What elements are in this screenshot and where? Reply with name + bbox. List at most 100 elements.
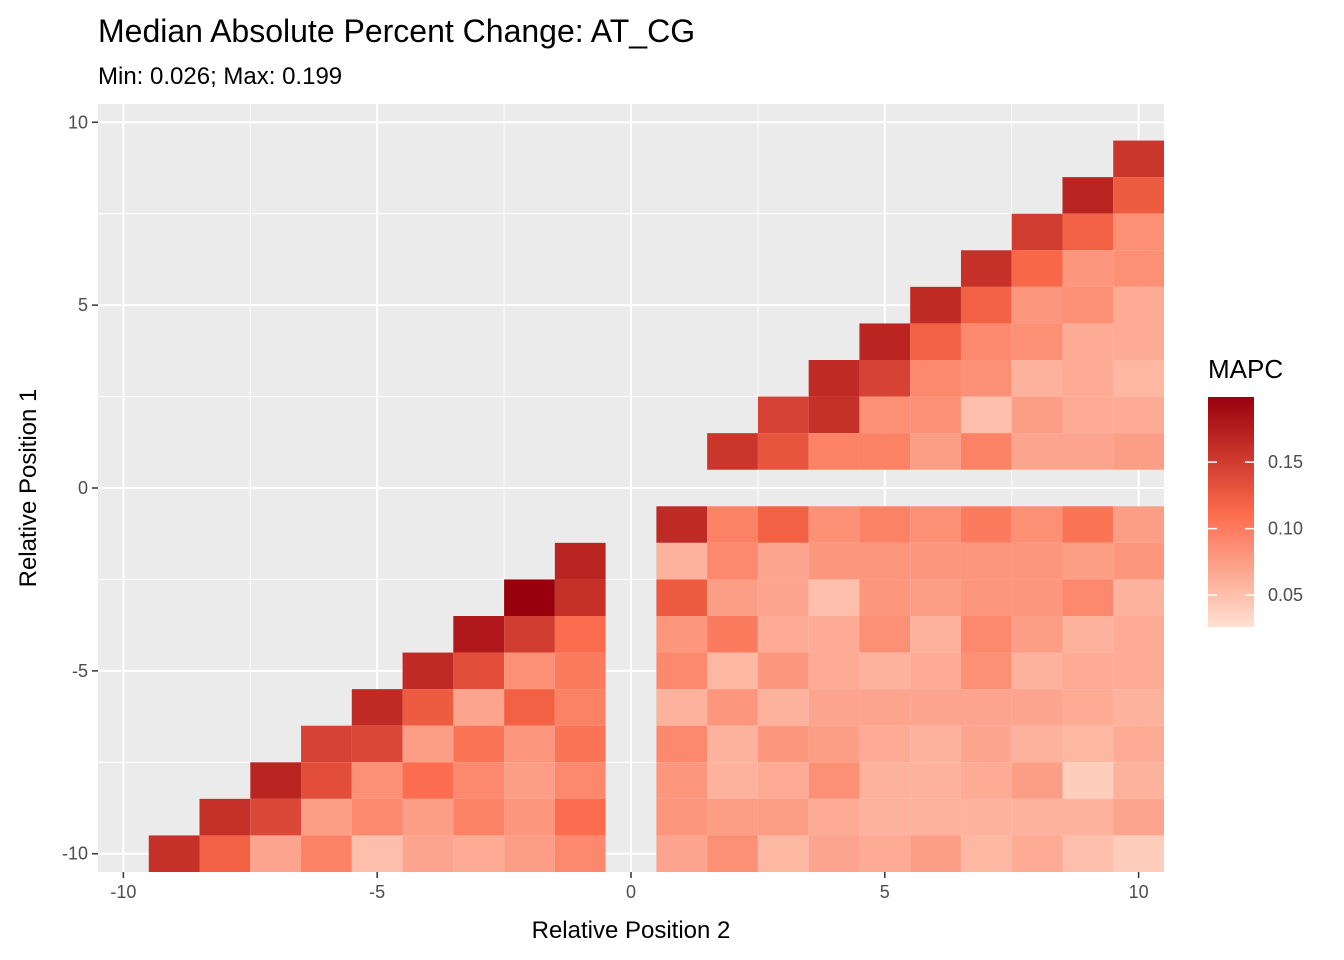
heatmap-tile (351, 835, 403, 872)
heatmap-tile (859, 652, 911, 690)
heatmap-tile (250, 762, 302, 799)
heatmap-tile (199, 798, 251, 836)
heatmap-tile (1011, 396, 1063, 434)
heatmap-tile (910, 506, 961, 543)
legend-colorbar (1208, 397, 1254, 627)
heatmap-tile (960, 652, 1012, 690)
heatmap-tile (1062, 323, 1114, 360)
heatmap-tile (1113, 140, 1164, 178)
x-tick-label: 5 (880, 882, 890, 902)
heatmap-tile (656, 652, 708, 690)
heatmap-tile (656, 798, 708, 836)
y-tick-label: 10 (68, 112, 88, 132)
heatmap-tile (808, 725, 860, 763)
legend-title: MAPC (1208, 354, 1283, 384)
heatmap-tile (707, 542, 758, 580)
heatmap-tile (707, 616, 758, 653)
heatmap-tile (960, 725, 1012, 763)
heatmap-tile (910, 762, 961, 799)
heatmap-tile (910, 652, 961, 690)
y-tick-label: -10 (62, 844, 88, 864)
heatmap-tile (960, 579, 1012, 616)
heatmap-tile (910, 286, 961, 324)
heatmap-tile (757, 689, 809, 726)
heatmap-tile (1062, 286, 1114, 324)
heatmap-tile (707, 835, 758, 872)
heatmap-tile (554, 542, 606, 580)
heatmap-tile (757, 652, 809, 690)
heatmap-tile (910, 360, 961, 397)
heatmap-tile (910, 542, 961, 580)
heatmap-tile (1113, 323, 1164, 360)
heatmap-tile (301, 725, 352, 763)
heatmap-tile (1113, 177, 1164, 214)
heatmap-tile (504, 725, 555, 763)
heatmap-tile (960, 360, 1012, 397)
heatmap-tile (757, 433, 809, 470)
heatmap-tile (1062, 250, 1114, 287)
heatmap-tile (707, 652, 758, 690)
legend-tick-label: 0.10 (1268, 519, 1303, 539)
heatmap-tiles (148, 140, 1164, 872)
heatmap-tile (808, 616, 860, 653)
legend-tick-label: 0.15 (1268, 452, 1303, 472)
heatmap-tile (859, 360, 911, 397)
heatmap-tile (1113, 396, 1164, 434)
heatmap-tile (808, 433, 860, 470)
heatmap-tile (1113, 762, 1164, 799)
heatmap-tile (960, 542, 1012, 580)
heatmap-tile (656, 616, 708, 653)
heatmap-tile (859, 396, 911, 434)
heatmap-tile (1113, 798, 1164, 836)
heatmap-tile (1113, 360, 1164, 397)
heatmap-tile (1062, 396, 1114, 434)
heatmap-tile (757, 542, 809, 580)
heatmap-tile (1113, 250, 1164, 287)
heatmap-tile (453, 798, 505, 836)
x-tick-label: 10 (1129, 882, 1149, 902)
heatmap-tile (504, 762, 555, 799)
heatmap-tile (554, 725, 606, 763)
heatmap-tile (1011, 286, 1063, 324)
heatmap-tile (960, 689, 1012, 726)
y-axis-title: Relative Position 1 (15, 389, 42, 588)
heatmap-tile (402, 762, 454, 799)
heatmap-tile (960, 323, 1012, 360)
heatmap-tile (1113, 542, 1164, 580)
heatmap-tile (1113, 616, 1164, 653)
heatmap-tile (808, 579, 860, 616)
heatmap-tile (656, 689, 708, 726)
heatmap-tile (1062, 616, 1114, 653)
heatmap-tile (148, 835, 200, 872)
heatmap-tile (1062, 725, 1114, 763)
heatmap-tile (504, 798, 555, 836)
heatmap-tile (1011, 835, 1063, 872)
heatmap-tile (808, 689, 860, 726)
legend-tick-label: 0.05 (1268, 585, 1303, 605)
heatmap-tile (1011, 579, 1063, 616)
heatmap-tile (808, 542, 860, 580)
heatmap-tile (554, 798, 606, 836)
heatmap-tile (656, 579, 708, 616)
heatmap-tile (504, 689, 555, 726)
legend-ticks: 0.05 0.10 0.15 (1208, 452, 1303, 605)
heatmap-tile (1062, 798, 1114, 836)
heatmap-tile (453, 725, 505, 763)
heatmap-tile (910, 835, 961, 872)
heatmap-tile (808, 835, 860, 872)
heatmap-tile (1011, 542, 1063, 580)
heatmap-tile (910, 798, 961, 836)
heatmap-tile (504, 579, 555, 616)
heatmap-tile (250, 835, 302, 872)
heatmap-tile (707, 689, 758, 726)
heatmap-tile (808, 506, 860, 543)
heatmap-tile (910, 725, 961, 763)
heatmap-tile (504, 616, 555, 653)
heatmap-tile (859, 835, 911, 872)
heatmap-tile (859, 725, 911, 763)
heatmap-tile (1062, 433, 1114, 470)
y-tick-label: 0 (78, 478, 88, 498)
heatmap-tile (1062, 506, 1114, 543)
heatmap-tile (859, 616, 911, 653)
heatmap-tile (301, 798, 352, 836)
